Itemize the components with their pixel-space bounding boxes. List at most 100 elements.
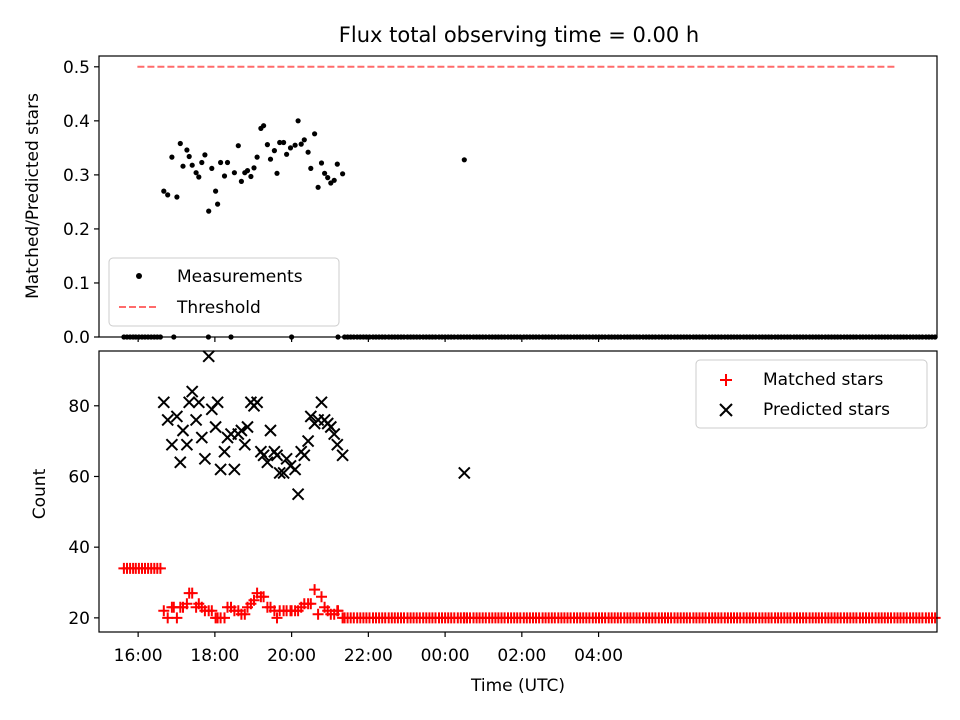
predicted-star-point <box>235 424 248 437</box>
count-panel: 20 40 60 80 16:00 18:00 20:00 22:00 00:00 02:00 0… <box>30 350 941 696</box>
measurement-point <box>325 175 331 181</box>
predicted-star-point <box>315 396 328 409</box>
ratio-legend: Measurements Threshold <box>108 257 340 327</box>
measurement-point <box>292 142 298 148</box>
count-legend: Matched stars Predicted stars <box>695 359 928 429</box>
matched-star-point <box>332 605 344 617</box>
measurement-point <box>177 140 183 147</box>
y-tick-label: 80 <box>68 397 90 417</box>
matched-star-point <box>186 587 198 599</box>
matched-star-point <box>181 598 193 610</box>
count-panel-frame <box>98 350 938 633</box>
predicted-star-point <box>291 487 305 501</box>
measurement-point <box>193 170 199 176</box>
ratio-y-axis-label: Matched/Predicted stars <box>23 93 43 299</box>
ratio-x-axis-ticks <box>137 337 600 342</box>
predicted-star-point <box>165 438 179 451</box>
measurement-point <box>277 139 283 146</box>
predicted-star-point <box>192 396 206 409</box>
count-x-axis-ticks: 16:00 18:00 20:00 22:00 00:00 02:00 04:00 <box>114 632 623 666</box>
measurement-point <box>209 165 215 171</box>
measurement-point <box>308 165 314 171</box>
measurement-point <box>231 170 237 176</box>
matched-star-point <box>239 608 251 620</box>
measurement-point <box>274 170 280 176</box>
predicted-star-point <box>273 466 286 480</box>
predicted-star-point <box>161 413 174 427</box>
x-tick-label: 00:00 <box>421 646 470 666</box>
ratio-legend-box <box>108 257 340 327</box>
measurement-point <box>186 153 192 160</box>
measurement-point <box>196 174 202 180</box>
predicted-star-point <box>176 424 190 437</box>
ratio-panel: 0.0 0.1 0.2 0.3 0.4 0.5 Matched/Predicted sta… <box>23 55 938 348</box>
legend-measurements-marker <box>136 273 142 279</box>
predicted-star-point <box>198 452 212 466</box>
measurement-point <box>254 154 260 160</box>
measurement-point <box>165 192 171 198</box>
y-tick-label: 0.2 <box>63 220 90 240</box>
predicted-star-point <box>250 396 264 409</box>
measurement-point <box>318 160 325 166</box>
measurement-point <box>301 137 307 143</box>
predicted-star-point <box>304 410 318 423</box>
count-y-axis-label: Count <box>30 468 50 519</box>
y-tick-label: 0.4 <box>63 112 90 132</box>
predicted-star-point <box>264 424 277 437</box>
predicted-star-point <box>195 431 209 444</box>
y-tick-label: 0.5 <box>63 58 90 78</box>
predicted-star-point <box>257 449 270 462</box>
x-axis-label: Time (UTC) <box>470 676 565 696</box>
predicted-star-point <box>157 396 171 409</box>
predicted-star-point <box>238 438 252 451</box>
measurement-point <box>295 118 301 124</box>
predicted-star-point <box>280 452 293 466</box>
predicted-star-point <box>211 396 224 409</box>
measurement-point <box>202 152 208 158</box>
matched-star-point <box>258 591 270 603</box>
ratio-panel-frame <box>98 55 938 338</box>
x-tick-label: 20:00 <box>267 646 316 666</box>
measurement-point <box>287 145 294 151</box>
measurement-point <box>315 184 321 190</box>
predicted-star-point <box>185 385 199 398</box>
legend-matched-marker <box>720 374 732 386</box>
predicted-star-point <box>336 449 349 462</box>
measurement-point <box>224 159 231 166</box>
predicted-star-point <box>202 350 215 363</box>
legend-matched-label: Matched stars <box>763 370 883 390</box>
matched-star-point <box>154 562 166 574</box>
measurement-point <box>305 149 311 155</box>
measurement-point <box>267 156 274 162</box>
predicted-star-point <box>324 420 338 434</box>
predicted-star-point <box>331 438 344 451</box>
measurement-point <box>284 151 290 157</box>
predicted-star-point <box>228 463 241 476</box>
matched-star-point <box>158 605 170 617</box>
measurement-point <box>235 143 241 149</box>
measurement-point <box>251 165 257 171</box>
predicted-star-point <box>214 463 227 476</box>
count-y-axis-ticks: 20 40 60 80 <box>68 397 99 629</box>
measurement-point <box>218 159 224 166</box>
predicted-star-point <box>458 466 471 480</box>
predicted-star-point <box>189 413 203 427</box>
predicted-star-point <box>301 434 315 448</box>
measurement-point <box>322 170 328 176</box>
y-tick-label: 20 <box>68 609 90 629</box>
matched-star-point <box>929 612 941 624</box>
matched-star-point <box>206 605 218 617</box>
measurement-point <box>331 177 337 183</box>
matched-star-point <box>271 612 283 624</box>
matched-star-point <box>219 612 230 624</box>
measurement-point <box>221 173 228 179</box>
measurement-point <box>169 154 175 160</box>
predicted-star-point <box>261 456 274 469</box>
measurement-point <box>334 161 340 167</box>
y-tick-label: 60 <box>68 467 90 487</box>
measurement-point <box>174 194 180 200</box>
measurement-point <box>271 148 277 154</box>
count-legend-box <box>695 359 928 429</box>
predicted-star-point <box>327 427 341 441</box>
predicted-star-point <box>241 420 254 434</box>
